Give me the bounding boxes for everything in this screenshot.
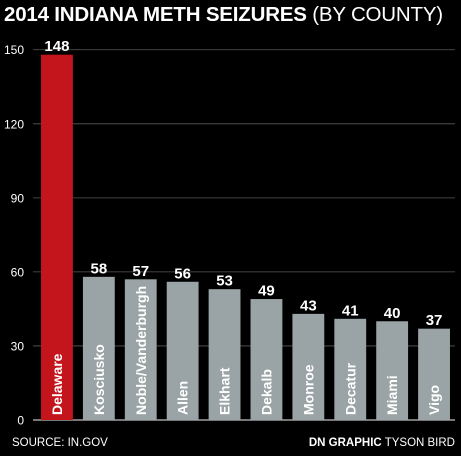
source-note: SOURCE: IN.GOV <box>12 437 108 449</box>
y-tick-label: 150 <box>4 43 24 57</box>
data-label: 49 <box>258 283 275 300</box>
bar <box>208 289 241 420</box>
data-label: 58 <box>91 260 108 277</box>
category-label: Decatur <box>342 362 358 415</box>
y-tick-label: 90 <box>11 191 25 205</box>
data-label: 40 <box>384 305 401 322</box>
data-label: 41 <box>342 302 359 319</box>
y-tick-label: 0 <box>17 414 24 428</box>
bar <box>41 54 73 421</box>
bar <box>124 279 157 420</box>
bars <box>41 54 450 421</box>
category-label: Allen <box>175 381 191 415</box>
credit-name: TYSON BIRD <box>384 437 455 449</box>
category-label: Noble/Vanderburgh <box>133 286 149 415</box>
y-tick-label: 30 <box>11 339 25 353</box>
bar <box>376 321 409 420</box>
bar <box>292 313 325 420</box>
category-label: Miami <box>384 375 400 415</box>
credit-org: DN GRAPHIC <box>308 437 382 449</box>
bar <box>166 281 199 420</box>
data-label: 37 <box>426 312 443 329</box>
data-label: 57 <box>132 263 149 280</box>
data-label: 56 <box>174 265 191 282</box>
chart-title: 2014 INDIANA METH SEIZURES (BY COUNTY) <box>4 3 443 27</box>
data-labels: 148 58 57 56 53 49 43 41 40 37 <box>44 38 442 329</box>
category-label: Delaware <box>49 353 65 415</box>
data-label: 43 <box>300 297 317 314</box>
category-label: Elkhart <box>217 367 233 415</box>
bar <box>334 318 367 420</box>
bar <box>418 328 450 420</box>
chart-subtitle: (BY COUNTY) <box>312 3 443 26</box>
chart-title-main: 2014 INDIANA METH SEIZURES <box>4 3 307 26</box>
credit-line: DN GRAPHIC TYSON BIRD <box>309 437 455 449</box>
data-label: 148 <box>44 38 69 55</box>
y-tick-label: 60 <box>11 265 25 279</box>
y-tick-label: 120 <box>4 117 24 131</box>
category-label: Dekalb <box>258 369 274 415</box>
bar <box>82 276 115 420</box>
category-labels: Delaware Kosciusko Noble/Vanderburgh Allen E… <box>49 286 442 415</box>
y-axis: 0 30 60 90 120 150 <box>4 43 24 427</box>
category-label: Monroe <box>300 364 316 415</box>
bar <box>250 299 283 420</box>
category-label: Vigo <box>426 385 442 415</box>
data-label: 53 <box>216 273 233 290</box>
category-label: Kosciusko <box>91 344 107 415</box>
